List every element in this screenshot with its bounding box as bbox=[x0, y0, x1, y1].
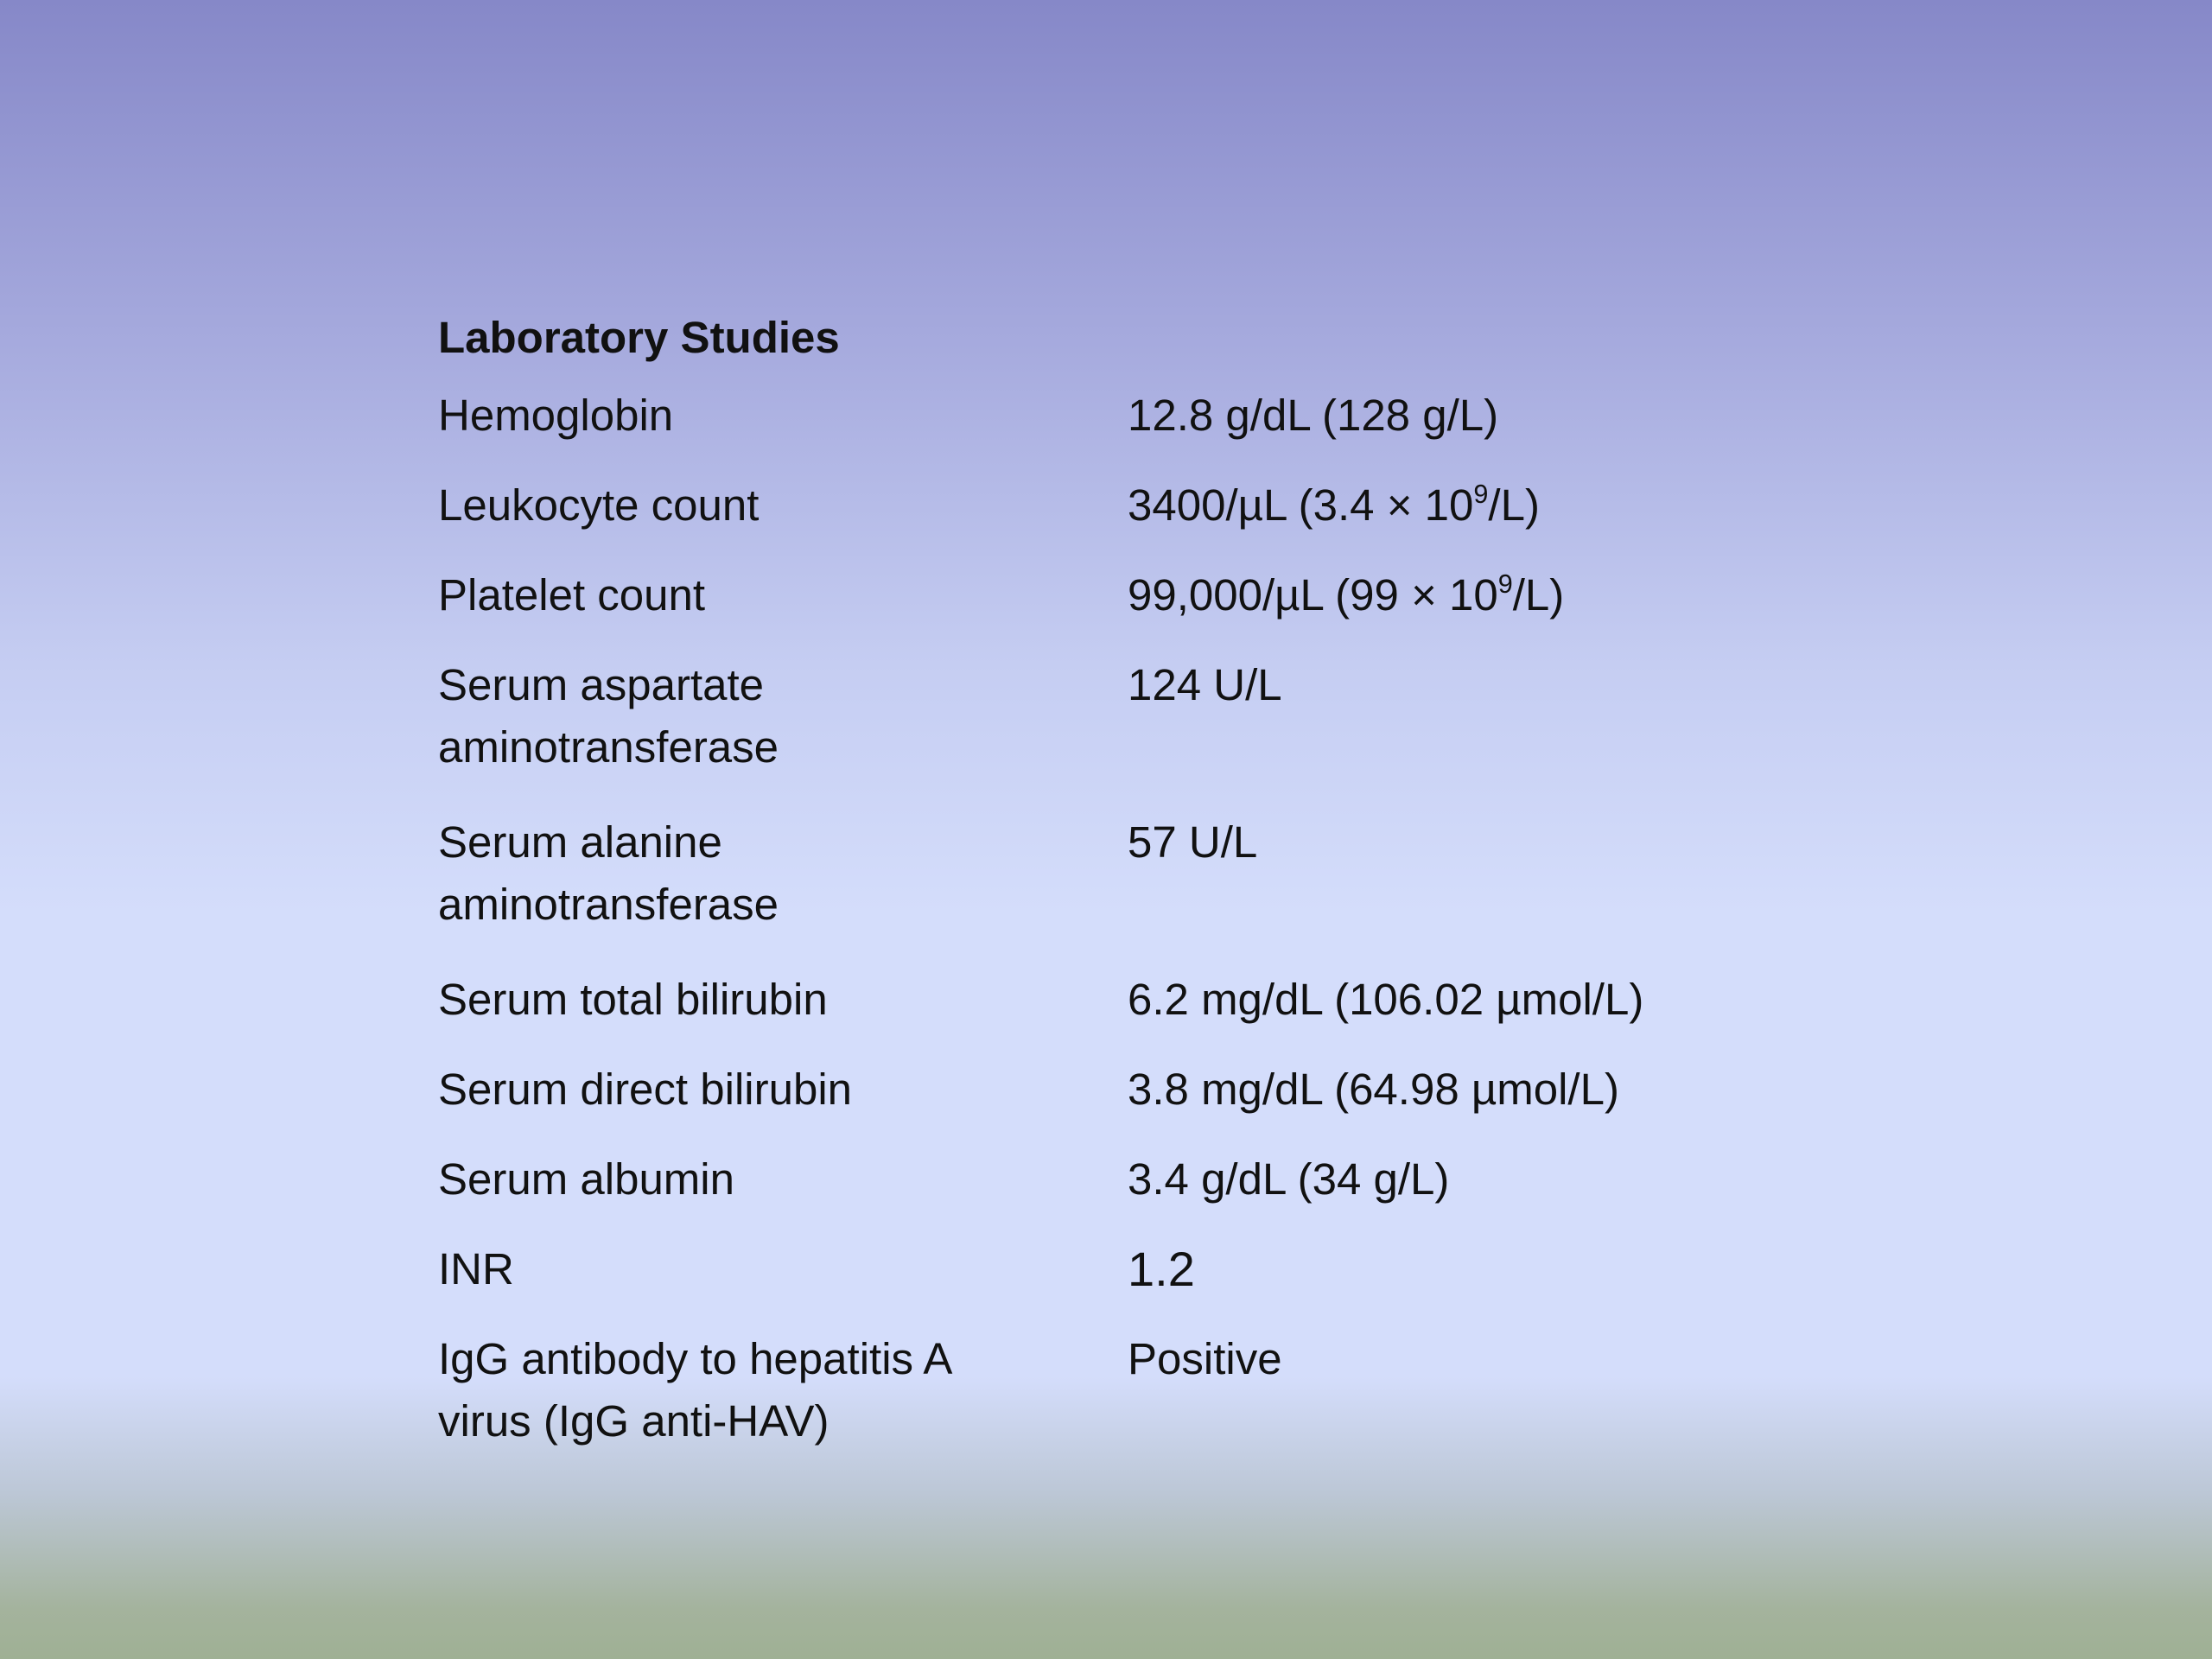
row-serum-alt: Serum alanine aminotransferase 57 U/L bbox=[438, 811, 1821, 936]
row-igg-anti-hav: IgG antibody to hepatitis A virus (IgG a… bbox=[438, 1328, 1821, 1452]
row-leukocyte-count: Leukocyte count 3400/µL (3.4 × 109/L) bbox=[438, 474, 1821, 537]
lab-table: Laboratory Studies Hemoglobin 12.8 g/dL … bbox=[438, 307, 1821, 1485]
row-label-line: Serum aspartate bbox=[438, 660, 765, 709]
value-exponent: 9 bbox=[1497, 569, 1513, 600]
row-value: 57 U/L bbox=[1128, 817, 1258, 867]
row-serum-albumin: Serum albumin 3.4 g/dL (34 g/L) bbox=[438, 1148, 1821, 1211]
value-unit: /L) bbox=[1488, 480, 1540, 530]
row-value: 124 U/L bbox=[1128, 660, 1282, 709]
row-value: 1.2 bbox=[1128, 1242, 1195, 1296]
row-value: 3400/µL (3.4 × 109/L) bbox=[1128, 474, 1821, 537]
row-label: Serum aspartate aminotransferase bbox=[438, 654, 1128, 779]
row-hemoglobin: Hemoglobin 12.8 g/dL (128 g/L) bbox=[438, 385, 1821, 447]
row-value: 3.8 mg/dL (64.98 µmol/L) bbox=[1128, 1065, 1619, 1114]
row-value: 12.8 g/dL (128 g/L) bbox=[1128, 391, 1499, 440]
row-label-line: IgG antibody to hepatitis A bbox=[438, 1334, 953, 1383]
row-value: 6.2 mg/dL (106.02 µmol/L) bbox=[1128, 975, 1644, 1024]
table-heading: Laboratory Studies bbox=[438, 313, 840, 362]
row-label-line: aminotransferase bbox=[438, 880, 779, 929]
row-label: Serum total bilirubin bbox=[438, 975, 828, 1024]
row-value: 3.4 g/dL (34 g/L) bbox=[1128, 1154, 1450, 1204]
row-label: Serum direct bilirubin bbox=[438, 1065, 853, 1114]
row-label: Hemoglobin bbox=[438, 391, 674, 440]
row-label: INR bbox=[438, 1244, 514, 1294]
row-label: IgG antibody to hepatitis A virus (IgG a… bbox=[438, 1328, 1128, 1452]
row-inr: INR 1.2 bbox=[438, 1238, 1821, 1300]
value-exponent: 9 bbox=[1473, 480, 1489, 510]
row-label-line: aminotransferase bbox=[438, 722, 779, 772]
value-unit: /L) bbox=[1512, 570, 1565, 620]
row-value: 99,000/µL (99 × 109/L) bbox=[1128, 564, 1821, 626]
row-value: Positive bbox=[1128, 1334, 1282, 1383]
row-total-bilirubin: Serum total bilirubin 6.2 mg/dL (106.02 … bbox=[438, 969, 1821, 1031]
row-serum-ast: Serum aspartate aminotransferase 124 U/L bbox=[438, 654, 1821, 779]
row-direct-bilirubin: Serum direct bilirubin 3.8 mg/dL (64.98 … bbox=[438, 1058, 1821, 1121]
row-label: Leukocyte count bbox=[438, 480, 760, 530]
value-main: 99,000/µL (99 × 10 bbox=[1128, 570, 1498, 620]
row-platelet-count: Platelet count 99,000/µL (99 × 109/L) bbox=[438, 564, 1821, 626]
row-label: Platelet count bbox=[438, 570, 706, 620]
row-label-line: virus (IgG anti-HAV) bbox=[438, 1396, 830, 1446]
row-label: Serum albumin bbox=[438, 1154, 734, 1204]
value-main: 3400/µL (3.4 × 10 bbox=[1128, 480, 1474, 530]
row-label: Serum alanine aminotransferase bbox=[438, 811, 1128, 936]
row-label-line: Serum alanine bbox=[438, 817, 722, 867]
